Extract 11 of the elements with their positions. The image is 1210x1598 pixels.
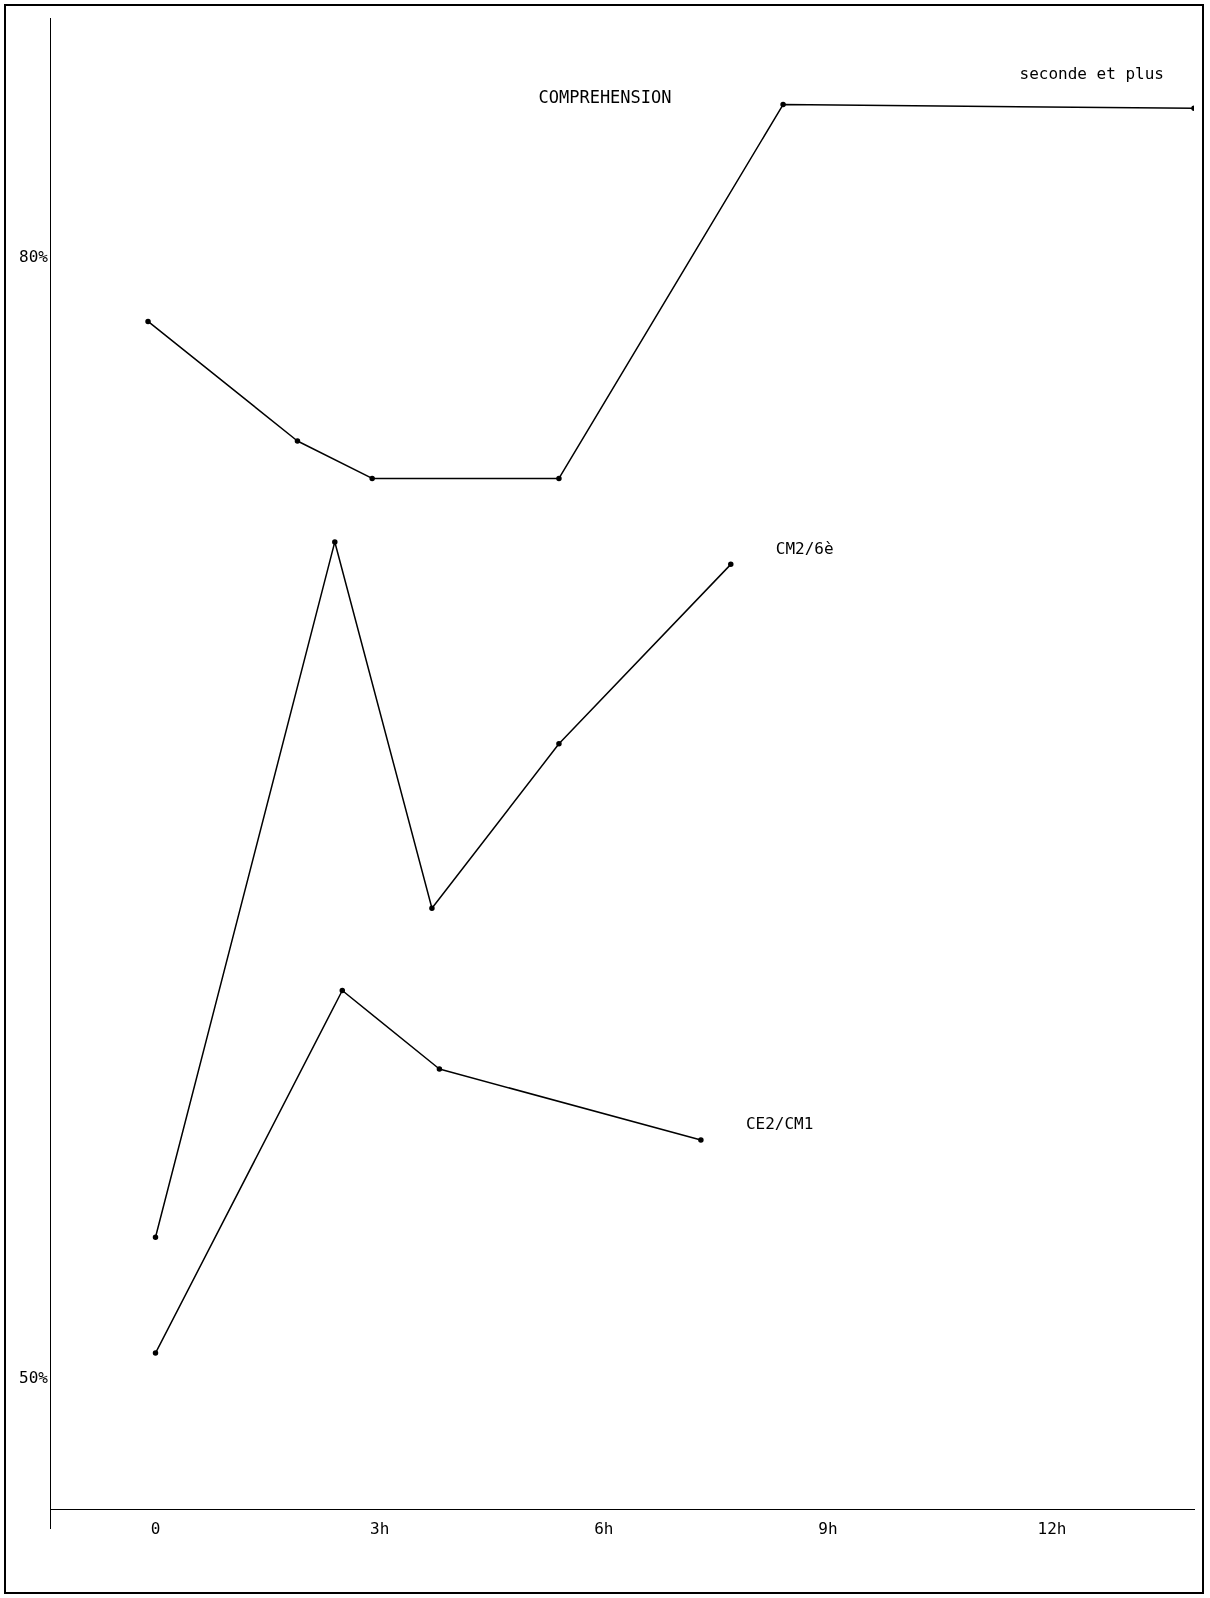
text: COMPREHENSION: [538, 87, 672, 108]
x-tick-label: 12h: [1037, 1518, 1067, 1538]
x-tick-label: 0: [150, 1518, 161, 1538]
text: CE2/CM1: [745, 1114, 814, 1134]
x-tick-label: 9h: [818, 1518, 838, 1538]
y-tick-label: 80%: [18, 247, 49, 266]
x-tick-label: 3h: [370, 1518, 390, 1538]
series-label: seconde et plus: [1019, 64, 1164, 84]
y-tick-label: 50%: [18, 1368, 49, 1388]
text: CM2/6è: [775, 538, 834, 558]
x-tick-label: 6h: [594, 1518, 614, 1538]
